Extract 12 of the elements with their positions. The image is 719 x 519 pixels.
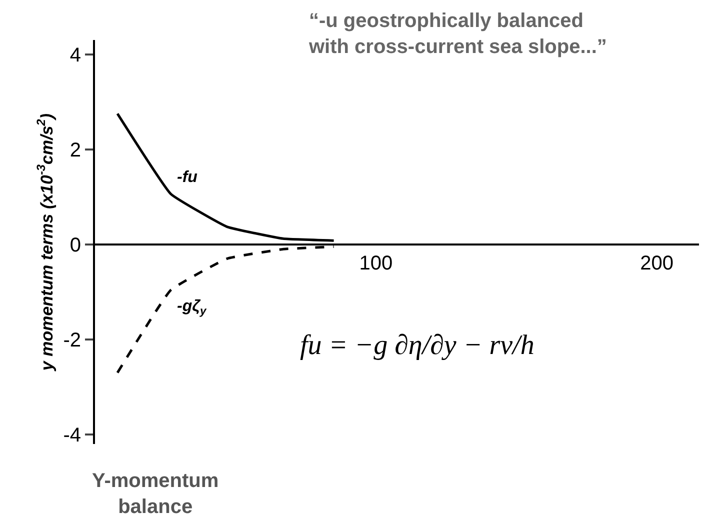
- y-tick-label: 0: [70, 234, 81, 256]
- annotation: fu = −g ∂η/∂y − rv/h: [300, 330, 534, 361]
- series-label: -fu: [177, 169, 198, 186]
- y-tick-label: -2: [63, 329, 81, 352]
- text: Y-momentum balance: [92, 470, 219, 518]
- y-tick-label: -4: [63, 424, 81, 446]
- x-tick-label: 200: [640, 252, 674, 274]
- x-tick-label: 100: [359, 252, 393, 274]
- series-label: -gζ$_{y}$: [177, 298, 207, 318]
- y-tick-label: 2: [70, 139, 81, 162]
- y-tick-label: 4: [70, 44, 81, 66]
- annotation: “-u geostrophically balanced with cross-current sea slope...”: [308, 10, 607, 58]
